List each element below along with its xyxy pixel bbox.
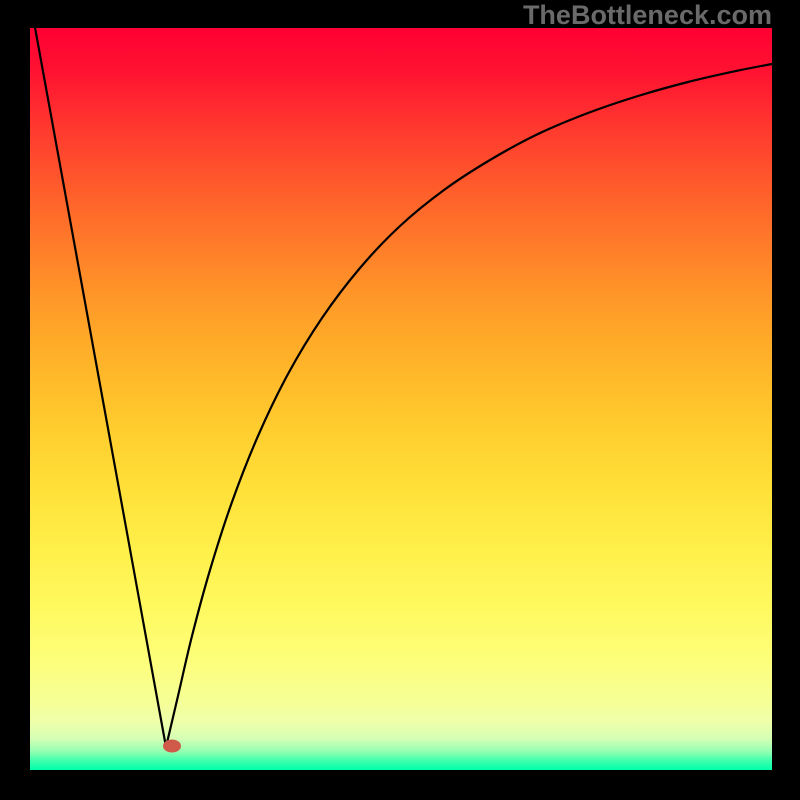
curve-right-segment	[166, 64, 772, 747]
optimum-marker	[163, 740, 181, 753]
curve-left-segment	[30, 0, 166, 747]
chart-overlay-svg	[0, 0, 800, 800]
chart-root: TheBottleneck.com	[0, 0, 800, 800]
